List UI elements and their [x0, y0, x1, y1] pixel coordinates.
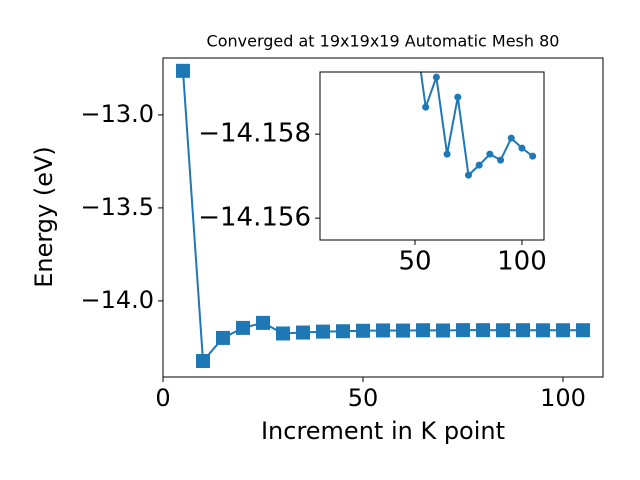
axes-frame: [162, 57, 604, 378]
marker: [476, 323, 490, 338]
marker: [336, 324, 350, 339]
marker: [216, 330, 230, 345]
marker: [529, 152, 537, 160]
plot-clip: [176, 63, 590, 369]
marker: [422, 103, 430, 111]
marker: [316, 324, 330, 339]
x-tick-label: 100: [497, 247, 547, 277]
marker: [416, 323, 430, 338]
marker: [356, 323, 370, 338]
marker: [436, 323, 450, 338]
y-tick-label: −14.158: [198, 119, 311, 149]
marker: [432, 73, 440, 81]
marker: [176, 63, 190, 78]
marker: [507, 134, 515, 142]
marker: [443, 150, 451, 158]
y-tick-label: −13.5: [80, 193, 154, 221]
marker: [456, 323, 470, 338]
x-axis-label: Increment in K point: [261, 417, 505, 445]
x-tick-label: 50: [348, 384, 379, 412]
marker: [276, 326, 290, 341]
y-tick-label: −14.156: [198, 203, 311, 233]
marker: [256, 315, 270, 330]
marker: [236, 320, 250, 335]
marker: [296, 325, 310, 340]
x-tick-label: 100: [540, 384, 586, 412]
marker: [475, 161, 483, 169]
marker: [486, 150, 494, 158]
marker: [536, 323, 550, 338]
x-tick-label: 0: [155, 384, 170, 412]
marker: [496, 323, 510, 338]
marker: [556, 323, 570, 338]
y-tick-label: −13.0: [80, 100, 154, 128]
marker: [576, 323, 590, 338]
marker: [497, 156, 505, 164]
plot-area: [320, 72, 544, 240]
axes-frame: [319, 71, 545, 241]
marker: [464, 171, 472, 179]
x-tick-label: 50: [398, 247, 431, 277]
chart-title: Converged at 19x19x19 Automatic Mesh 80: [207, 32, 560, 51]
marker: [396, 323, 410, 338]
y-tick-label: −14.0: [80, 286, 154, 314]
y-axis-label: Energy (eV): [30, 146, 58, 288]
marker: [518, 144, 526, 152]
marker: [196, 354, 210, 369]
marker: [516, 323, 530, 338]
marker: [454, 93, 462, 101]
plot-clip: [419, 72, 537, 179]
marker: [376, 323, 390, 338]
